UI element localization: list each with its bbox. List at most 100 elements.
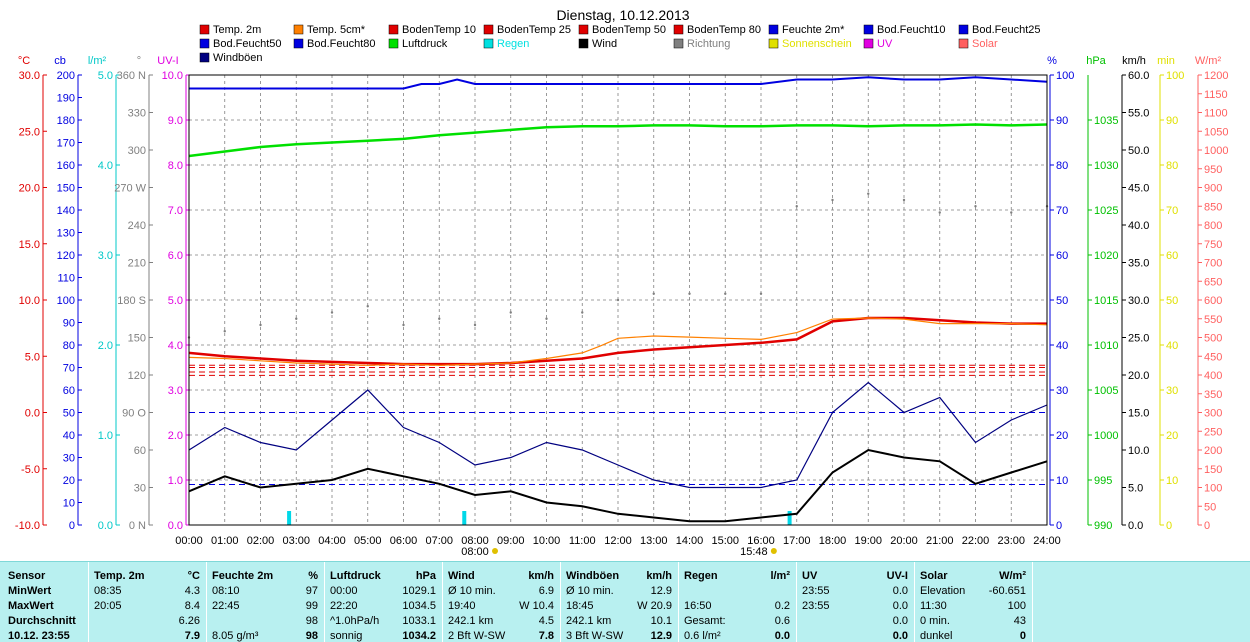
x-tick-label: 01:00 — [211, 535, 239, 547]
legend-label: Luftdruck — [402, 38, 448, 50]
table-cell: 08:10 — [212, 585, 240, 597]
left-axis-tick-label: 0.0 — [25, 408, 40, 420]
right-axis-tick-label: 995 — [1094, 475, 1112, 487]
rain-bar — [462, 511, 467, 525]
right-axis-tick-label: 60.0 — [1128, 70, 1149, 82]
right-axis-tick-label: 10 — [1056, 475, 1068, 487]
direction-point — [724, 292, 727, 295]
legend-label: Bod.Feucht25 — [972, 24, 1041, 36]
legend: Temp. 2m Temp. 5cm* BodenTemp 10 BodenTemp … — [199, 24, 1041, 64]
table-column — [678, 562, 797, 642]
left-axis-tick-label: 9.0 — [168, 115, 183, 127]
right-axis-tick-label: 1005 — [1094, 385, 1118, 397]
right-axis-tick-label: 900 — [1204, 183, 1222, 195]
left-axis-tick-label: 160 — [57, 160, 75, 172]
legend-label: UV — [877, 38, 893, 50]
right-axis-tick-label: 100 — [1204, 483, 1222, 495]
table-cell: 98 — [305, 615, 318, 627]
table-cell: Elevation — [920, 585, 966, 597]
legend-swatch — [958, 24, 969, 35]
table-column — [560, 562, 679, 642]
left-axis-tick-label: 240 — [128, 220, 146, 232]
left-axis-tick-label: 0.0 — [98, 520, 113, 532]
right-axis-tick-label: 150 — [1204, 464, 1222, 476]
left-axis-tick-label: 150 — [128, 333, 146, 345]
direction-point — [223, 330, 226, 333]
right-axis-tick-label: 20 — [1056, 430, 1068, 442]
right-axis-unit: km/h — [1122, 55, 1146, 67]
x-tick-label: 09:00 — [497, 535, 525, 547]
direction-point — [402, 323, 405, 327]
right-axis-tick-label: 1020 — [1094, 250, 1118, 262]
table-cell: W 10.4 — [519, 600, 554, 612]
right-axis-unit: min — [1157, 55, 1175, 67]
left-axis-tick-label: 1.0 — [168, 475, 183, 487]
rain-bar — [287, 511, 292, 525]
table-cell: MaxWert — [8, 600, 54, 612]
table-cell: 8.4 — [184, 600, 200, 612]
x-tick-label: 15:00 — [711, 535, 739, 547]
right-axis-tick-label: 30.0 — [1128, 295, 1149, 307]
left-axis-tick-label: 3.0 — [168, 385, 183, 397]
table-cell: dunkel — [920, 630, 953, 642]
left-axis-tick-label: 2.0 — [168, 430, 183, 442]
table-cell: % — [308, 570, 318, 582]
left-axis-tick-label: 50 — [63, 408, 75, 420]
left-axis-tick-label: 0 N — [129, 520, 146, 532]
right-axis-tick-label: 10 — [1166, 475, 1178, 487]
table-cell: 08:35 — [94, 585, 122, 597]
right-axis-tick-label: 80 — [1056, 160, 1068, 172]
direction-point — [688, 292, 691, 295]
left-axis-tick-label: 210 — [128, 258, 146, 270]
table-cell: sonnig — [330, 630, 363, 642]
table-cell: 0.0 — [892, 600, 908, 612]
left-axis-tick-label: 6.0 — [168, 250, 183, 262]
right-axis-tick-label: 0 — [1204, 520, 1210, 532]
table-cell: 1029.1 — [402, 585, 436, 597]
table-column — [442, 562, 561, 642]
table-cell: 8.05 g/m³ — [212, 630, 259, 642]
left-axis-tick-label: -5.0 — [21, 464, 40, 476]
left-axis-tick-label: 90 — [63, 318, 75, 330]
right-axis-tick-label: 45.0 — [1128, 183, 1149, 195]
direction-point — [795, 205, 798, 208]
x-tick-label: 13:00 — [640, 535, 668, 547]
legend-swatch — [199, 52, 210, 63]
table-cell: 0.2 — [774, 600, 790, 612]
table-cell: 0.0 — [892, 585, 908, 597]
legend-label: Temp. 5cm* — [307, 24, 366, 36]
table-cell: 43 — [1013, 615, 1026, 627]
legend-swatch — [768, 24, 779, 35]
right-axis-tick-label: 40 — [1166, 340, 1178, 352]
table-cell: 10.1 — [650, 615, 672, 627]
legend-swatch — [199, 24, 210, 35]
table-cell: 0.0 — [774, 630, 790, 642]
right-axis-tick-label: 0 — [1056, 520, 1062, 532]
table-cell: 00:00 — [330, 585, 358, 597]
right-axis-tick-label: 400 — [1204, 370, 1222, 382]
table-cell: -60.651 — [988, 585, 1026, 597]
table-cell: 12.9 — [650, 585, 672, 597]
right-axis-tick-label: 750 — [1204, 239, 1222, 251]
legend-label: Bod.Feucht80 — [307, 38, 376, 50]
direction-point — [1010, 211, 1013, 214]
x-tick-label: 03:00 — [282, 535, 310, 547]
left-axis-tick-label: 10.0 — [162, 70, 183, 82]
table-cell: 20:05 — [94, 600, 122, 612]
left-axis-tick-label: 330 — [128, 108, 146, 120]
series-line-wind — [188, 448, 1048, 523]
table-column — [796, 562, 915, 642]
direction-point — [438, 317, 441, 320]
left-axis-tick-label: 30.0 — [19, 70, 40, 82]
table-cell: 98 — [305, 630, 318, 642]
direction-point — [759, 292, 763, 295]
right-axis-tick-label: 1100 — [1204, 108, 1228, 120]
direction-point — [831, 198, 834, 202]
rain-bar — [787, 511, 792, 525]
left-axis-tick-label: 100 — [57, 295, 75, 307]
right-axis-tick-label: 1035 — [1094, 115, 1118, 127]
table-cell: 0.6 — [774, 615, 790, 627]
direction-point — [974, 205, 977, 208]
x-tick-label: 02:00 — [247, 535, 275, 547]
table-cell: 0.6 l/m² — [684, 630, 721, 642]
